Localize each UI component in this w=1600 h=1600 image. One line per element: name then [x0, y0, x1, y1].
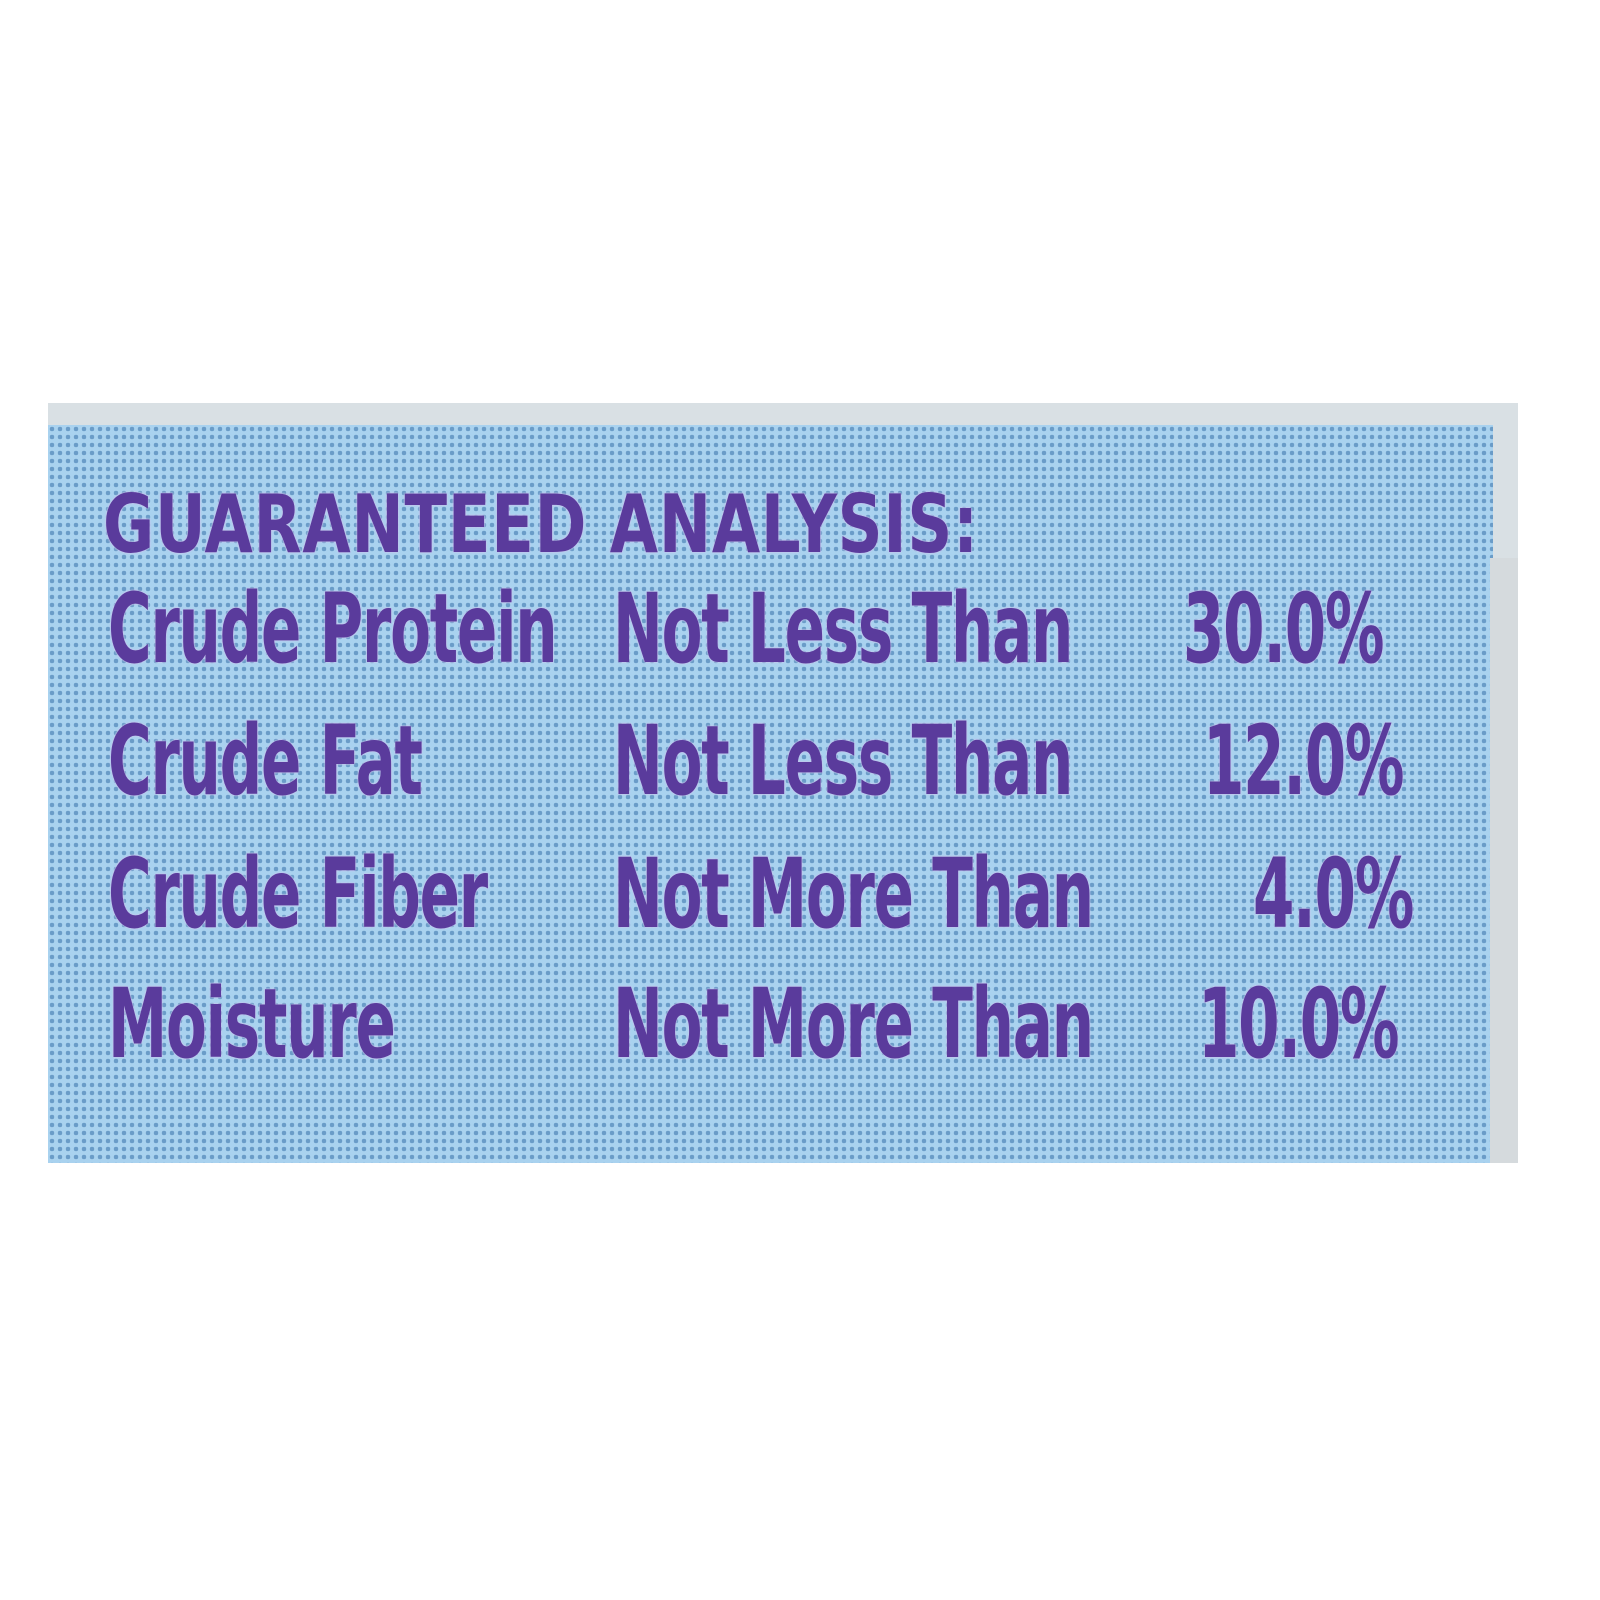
- nutrient-qualifier: Not More Than: [613, 968, 1094, 1080]
- package-edge: [1490, 558, 1518, 1163]
- nutrient-qualifier: Not Less Than: [613, 705, 1073, 817]
- nutrient-name: Crude Protein: [108, 573, 558, 685]
- nutrient-qualifier: Not More Than: [613, 838, 1094, 950]
- nutrient-value: 4.0%: [1253, 838, 1414, 950]
- nutrient-value: 10.0%: [1198, 968, 1400, 1080]
- nutrient-value: 12.0%: [1203, 705, 1405, 817]
- nutrient-name: Crude Fiber: [108, 838, 488, 950]
- blue-dotted-panel: [48, 425, 1493, 1163]
- label-heading: GUARANTEED ANALYSIS:: [103, 478, 979, 571]
- guaranteed-analysis-label: GUARANTEED ANALYSIS: Crude Protein Not L…: [48, 403, 1518, 1163]
- nutrient-name: Moisture: [108, 968, 396, 1080]
- nutrient-qualifier: Not Less Than: [613, 573, 1073, 685]
- nutrient-name: Crude Fat: [108, 705, 423, 817]
- nutrient-value: 30.0%: [1183, 573, 1385, 685]
